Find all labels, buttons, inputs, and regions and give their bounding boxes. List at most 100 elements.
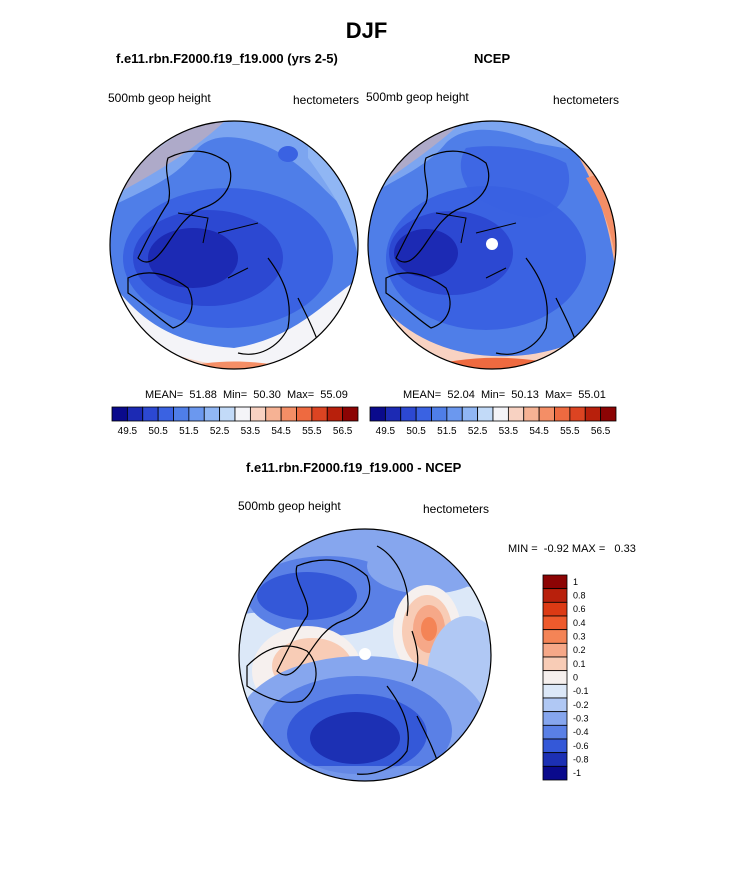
panel3-polar-map bbox=[238, 528, 492, 782]
colorbar-tick-label: 1 bbox=[573, 577, 578, 587]
panel2-stats: MEAN= 52.04 Min= 50.13 Max= 55.01 bbox=[403, 389, 606, 401]
colorbar-box bbox=[157, 406, 174, 422]
colorbar-box bbox=[542, 615, 568, 631]
colorbar-box bbox=[446, 406, 463, 422]
colorbar-box bbox=[542, 711, 568, 726]
colorbar-tick-label: -0.4 bbox=[573, 727, 589, 737]
colorbar-tick-label: 56.5 bbox=[333, 426, 353, 437]
colorbar-tick-label: 49.5 bbox=[376, 426, 396, 437]
colorbar-tick-label: 53.5 bbox=[499, 426, 519, 437]
colorbar-box bbox=[542, 656, 568, 672]
panel3-stats: MIN = -0.92 MAX = 0.33 bbox=[508, 543, 636, 555]
panel2-left-label: 500mb geop height bbox=[366, 90, 469, 104]
panel2-coastline-2 bbox=[385, 272, 451, 329]
colorbar-box bbox=[477, 406, 494, 422]
colorbar-box bbox=[342, 406, 359, 422]
panel3-title: f.e11.rbn.F2000.f19_f19.000 - NCEP bbox=[246, 460, 462, 475]
colorbar-box bbox=[203, 406, 221, 422]
colorbar-box bbox=[415, 406, 432, 422]
colorbar-box bbox=[431, 406, 448, 422]
colorbar-box bbox=[188, 406, 205, 422]
colorbar-tick-label: 0 bbox=[573, 673, 578, 683]
panel1-coastline-2 bbox=[127, 272, 193, 329]
panel1-field-warm-s bbox=[168, 361, 308, 369]
colorbar-tick-label: 0.6 bbox=[573, 604, 586, 614]
colorbar-box bbox=[542, 724, 568, 740]
colorbar-tick-label: 50.5 bbox=[406, 426, 426, 437]
panel1-field-neutral-s bbox=[110, 278, 358, 369]
panel2-polar-map bbox=[367, 120, 617, 370]
panel2-title: NCEP bbox=[474, 51, 511, 66]
colorbar-box bbox=[311, 406, 328, 422]
colorbar-box bbox=[523, 406, 540, 422]
colorbar-box bbox=[542, 683, 568, 699]
colorbar-box bbox=[492, 406, 509, 422]
colorbar-tick-label: -1 bbox=[573, 768, 581, 778]
colorbar-box bbox=[538, 406, 555, 422]
colorbar-tick-label: -0.2 bbox=[573, 700, 589, 710]
colorbar-box bbox=[461, 406, 479, 422]
colorbar-tick-label: -0.3 bbox=[573, 714, 589, 724]
colorbar-tick-label: 55.5 bbox=[302, 426, 322, 437]
colorbar-tick-label: 55.5 bbox=[560, 426, 580, 437]
panel3-field-min bbox=[310, 712, 400, 764]
colorbar-tick-label: 0.2 bbox=[573, 645, 586, 655]
colorbar-tick-label: 52.5 bbox=[210, 426, 230, 437]
panel3-field-cool-n-core bbox=[257, 572, 357, 620]
colorbar-tick-label: 54.5 bbox=[529, 426, 549, 437]
colorbar-box bbox=[234, 406, 251, 422]
panel2-field-min bbox=[394, 229, 458, 277]
colorbar-box bbox=[326, 406, 344, 422]
panel1-colorbar: 49.5 50.5 51.5 52.5 53.5 54.5 55.5 56.5 bbox=[111, 406, 359, 437]
panel2-right-label: hectometers bbox=[553, 93, 620, 107]
panel2-field-warm-s bbox=[406, 357, 586, 369]
colorbar-tick-label: 0.3 bbox=[573, 632, 586, 642]
colorbar-tick-label: 49.5 bbox=[118, 426, 138, 437]
colorbar-box bbox=[542, 765, 568, 781]
panel3-coastline-2 bbox=[376, 545, 419, 682]
colorbar-box bbox=[173, 406, 190, 422]
colorbar-tick-label: 51.5 bbox=[179, 426, 199, 437]
panel1-title: f.e11.rbn.F2000.f19_f19.000 (yrs 2-5) bbox=[116, 51, 338, 66]
colorbar-box bbox=[384, 406, 402, 422]
colorbar-box bbox=[542, 574, 568, 590]
colorbar-tick-label: -0.8 bbox=[573, 755, 589, 765]
colorbar-box bbox=[542, 642, 568, 658]
colorbar-box bbox=[111, 406, 128, 422]
colorbar-box bbox=[280, 406, 297, 422]
colorbar-box bbox=[569, 406, 586, 422]
colorbar-tick-label: 53.5 bbox=[241, 426, 261, 437]
colorbar-tick-label: 54.5 bbox=[271, 426, 291, 437]
colorbar-tick-label: -0.1 bbox=[573, 686, 589, 696]
colorbar-box bbox=[369, 406, 386, 422]
panel1-polar-map bbox=[109, 120, 359, 370]
colorbar-tick-label: 56.5 bbox=[591, 426, 611, 437]
panel2-pole-hole bbox=[486, 238, 498, 250]
colorbar-box bbox=[542, 629, 568, 644]
colorbar-box bbox=[249, 406, 267, 422]
colorbar-tick-label: 51.5 bbox=[437, 426, 457, 437]
colorbar-box bbox=[542, 601, 568, 617]
colorbar-box bbox=[507, 406, 525, 422]
colorbar-tick-label: 0.1 bbox=[573, 659, 586, 669]
panel3-right-label: hectometers bbox=[423, 502, 490, 516]
colorbar-box bbox=[584, 406, 602, 422]
panel1-coastline-1 bbox=[137, 150, 232, 263]
colorbar-tick-label: 0.8 bbox=[573, 591, 586, 601]
colorbar-tick-label: -0.6 bbox=[573, 741, 589, 751]
colorbar-box bbox=[219, 406, 236, 422]
colorbar-box bbox=[542, 738, 568, 754]
panel1-map-border bbox=[109, 120, 359, 370]
colorbar-tick-label: 52.5 bbox=[468, 426, 488, 437]
panel3-coastline-3 bbox=[246, 645, 317, 703]
colorbar-box bbox=[400, 406, 417, 422]
colorbar-box bbox=[600, 406, 617, 422]
panel3-pole-hole bbox=[359, 648, 371, 660]
colorbar-tick-label: 50.5 bbox=[148, 426, 168, 437]
panel3-left-label: 500mb geop height bbox=[238, 499, 341, 513]
colorbar-box bbox=[542, 752, 568, 767]
panel2-map-border bbox=[367, 120, 617, 370]
colorbar-box bbox=[142, 406, 159, 422]
panel1-stats: MEAN= 51.88 Min= 50.30 Max= 55.09 bbox=[145, 389, 348, 401]
colorbar-box bbox=[542, 670, 568, 685]
